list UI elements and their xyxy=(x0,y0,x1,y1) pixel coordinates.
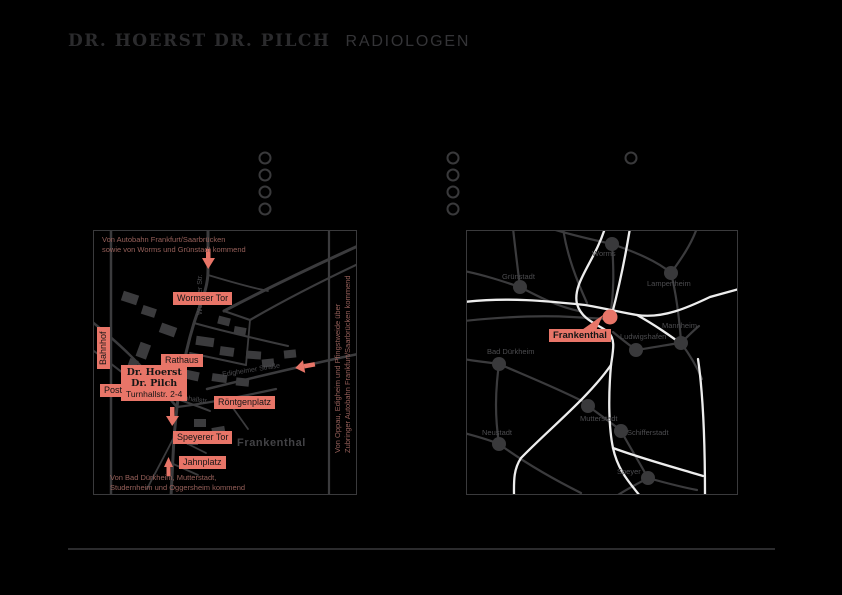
town-label: Schifferstadt xyxy=(627,428,669,437)
town-label: Worms xyxy=(592,249,616,258)
arrow-left-icon xyxy=(295,360,316,373)
map-label-speyerer-tor: Speyerer Tor xyxy=(173,431,233,444)
city-dot-lampertheim xyxy=(664,266,678,280)
city-map-roads xyxy=(94,231,356,494)
ring-icon xyxy=(258,151,272,165)
city-dot-speyer xyxy=(641,471,655,485)
town-label: Speyer xyxy=(617,467,641,476)
ring-icon xyxy=(258,168,272,182)
city-dot-gruenstadt xyxy=(513,280,527,294)
town-label: Grünstadt xyxy=(502,272,535,281)
city-dot-worms xyxy=(605,237,619,251)
town-label: Ludwigshafen xyxy=(620,332,667,341)
ring-icon xyxy=(258,202,272,216)
ring-icon xyxy=(446,168,460,182)
city-name-text: Frankenthal xyxy=(237,437,306,449)
city-dot-schifferstadt xyxy=(614,424,628,438)
region-map-roads xyxy=(467,231,737,494)
ring-icon xyxy=(446,185,460,199)
arrow-down-icon xyxy=(166,407,179,426)
ring-icon xyxy=(446,151,460,165)
map-label-rathaus: Rathaus xyxy=(161,354,203,367)
highlight-city-label: Frankenthal xyxy=(549,329,611,342)
profession-label: RADIOLOGEN xyxy=(345,33,471,50)
ring-icon xyxy=(258,185,272,199)
footer-divider xyxy=(68,548,775,550)
town-label: Mannheim xyxy=(662,321,698,330)
arrow-up-icon xyxy=(164,457,173,476)
town-label: Bad Dürkheim xyxy=(487,347,535,356)
city-dot-bad-duerkheim xyxy=(492,357,506,371)
region-map-panel: Worms Grünstadt Lampertheim Mannheim Lud… xyxy=(466,230,738,495)
map-label-jahnplatz: Jahnplatz xyxy=(179,456,226,469)
town-label: Neustadt xyxy=(482,428,513,437)
route-note-north: Von Autobahn Frankfurt/Saarbrücken sowie… xyxy=(102,235,246,254)
city-dot-mutterstadt xyxy=(581,399,595,413)
map-label-post: Post xyxy=(100,384,127,397)
page-header: DR. HOERST DR. PILCH RADIOLOGEN xyxy=(68,31,470,51)
autobahn-roads xyxy=(467,231,737,494)
city-dots xyxy=(492,237,688,485)
route-note-south: Von Bad Dürkheim, Mutterstadt, Studernhe… xyxy=(110,473,246,492)
ring-icon xyxy=(624,151,638,165)
practice-name: DR. HOERST DR. PILCH xyxy=(68,31,331,51)
map-label-roentgenplatz: Röntgenplatz xyxy=(214,396,276,409)
ring-dot-single xyxy=(624,151,638,165)
location-dot-icon xyxy=(602,309,618,325)
ring-dot-column-right xyxy=(446,151,460,216)
route-note-east: Von Oppau, Edigheim und Pfingstweide übe… xyxy=(333,275,352,453)
map-label-wormser-tor: Wormser Tor xyxy=(173,292,233,305)
direction-arrows xyxy=(164,249,316,476)
arrow-down-icon xyxy=(202,249,215,269)
map-label-bahnhof: Bahnhof xyxy=(97,327,110,369)
city-dot-neustadt xyxy=(492,437,506,451)
ring-dot-column-left xyxy=(258,151,272,216)
ring-icon xyxy=(446,202,460,216)
city-dot-mannheim xyxy=(674,336,688,350)
town-label: Lampertheim xyxy=(647,279,691,288)
town-label: Mutterstadt xyxy=(580,414,618,423)
city-map-panel: Von Autobahn Frankfurt/Saarbrücken sowie… xyxy=(93,230,357,495)
practice-location-label: Dr. Hoerst Dr. Pilch Turnhallstr. 2-4 xyxy=(121,365,188,401)
city-dot-ludwigshafen xyxy=(629,343,643,357)
